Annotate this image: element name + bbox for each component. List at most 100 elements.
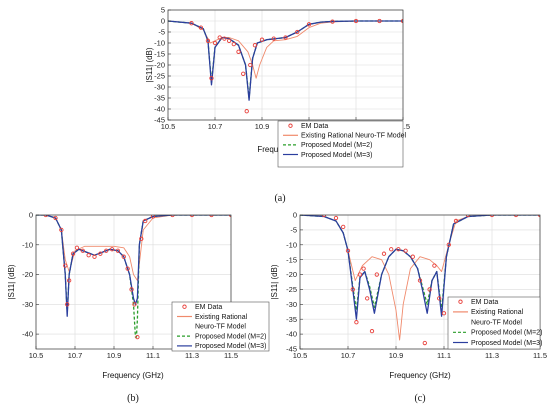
em-data-point	[417, 278, 423, 283]
em-data-point	[104, 248, 109, 253]
em-data-point	[441, 311, 447, 316]
em-data-point	[403, 248, 408, 253]
em-data-point	[377, 18, 382, 24]
em-data-point	[231, 41, 236, 47]
y-tick-label: 0	[161, 17, 165, 26]
em-data-point	[70, 251, 76, 256]
em-data-point	[98, 251, 103, 256]
y-tick-label: -20	[154, 61, 165, 70]
legend-swatch-em-data	[458, 299, 463, 304]
x-tick-label: 11.3	[485, 351, 499, 360]
legend-entry: Proposed Model (M=2)	[195, 333, 266, 340]
em-data-point	[125, 266, 130, 271]
y-tick-label: -25	[154, 72, 165, 81]
series-line-existing-rational-neuro-tf-model	[168, 20, 403, 79]
legend-entry: Proposed Model (M=3)	[301, 152, 372, 159]
legend: EM Data Existing Rational Neuro-TF Model Pr…	[447, 296, 542, 350]
x-tick-label: 10.7	[68, 351, 83, 360]
x-tick-label: 10.9	[107, 351, 122, 360]
y-tick-label: 0	[293, 211, 297, 220]
x-tick-label: 11.3	[185, 351, 199, 360]
legend-entry: Proposed Model (M=3)	[195, 343, 266, 350]
em-data-point	[217, 35, 222, 40]
em-data-point	[143, 218, 148, 224]
y-axis-label: |S11| (dB)	[7, 264, 16, 299]
x-tick-label: 10.5	[29, 351, 44, 360]
em-data-point	[283, 35, 288, 40]
series-group	[168, 18, 403, 114]
em-data-point	[115, 248, 121, 253]
em-data-point	[80, 248, 85, 253]
em-data-point	[357, 272, 363, 277]
y-tick-label: -45	[154, 116, 165, 125]
y-tick-label: -20	[22, 270, 33, 279]
em-data-point	[306, 22, 312, 27]
y-tick-label: 0	[29, 211, 33, 220]
legend-entry: EM Data	[471, 299, 498, 306]
x-tick-label: 10.5	[161, 122, 176, 131]
em-data-point	[422, 340, 427, 346]
legend-entry: Proposed Model (M=2)	[301, 142, 372, 149]
y-tick-label: -20	[286, 270, 297, 279]
legend-entry: Existing Rational	[195, 314, 248, 321]
em-data-point	[86, 253, 91, 258]
y-tick-label: -15	[154, 50, 165, 59]
series-group	[300, 215, 540, 346]
em-data-point	[389, 247, 394, 252]
y-tick-label: -25	[286, 285, 297, 294]
x-tick-label: 10.5	[293, 351, 308, 360]
panel-a: 10.510.710.911.111.311.550-5-10-15-20-25…	[145, 6, 410, 204]
em-data-point	[226, 38, 232, 43]
em-data-point	[129, 287, 134, 292]
em-data-point	[381, 251, 387, 256]
em-data-point	[198, 25, 204, 30]
legend-box	[171, 301, 270, 352]
panel-b: 10.5 10.7 10.9 11.1 11.3 11.5 0 -10 -20 -30 -40 Fre…	[7, 211, 270, 404]
em-data-point	[241, 71, 246, 76]
em-data-point	[330, 19, 335, 24]
y-tick-label: -40	[154, 105, 165, 114]
x-axis-label: Frequency (GHz)	[102, 371, 164, 380]
em-data-point	[365, 296, 370, 301]
y-tick-label: -5	[290, 225, 297, 234]
em-data-point	[374, 272, 379, 277]
em-data-point	[271, 36, 276, 41]
em-data-point	[427, 287, 432, 292]
y-tick-label: -45	[286, 345, 297, 354]
y-tick-label: -5	[158, 28, 165, 37]
em-data-point	[345, 248, 351, 253]
axes-frame	[299, 214, 541, 350]
x-tick-label: 10.9	[255, 122, 270, 131]
panel-c: 10.5 10.7 10.9 11.1 11.3 11.5 0 -5 -10 -15 -20 -25 -…	[270, 211, 547, 404]
em-data-point	[396, 247, 401, 252]
em-data-point	[222, 36, 227, 41]
y-axis-label: |S11| (dB)	[145, 47, 154, 82]
em-data-point	[354, 320, 359, 325]
axes-frame	[35, 214, 232, 350]
legend-entry: EM Data	[195, 304, 222, 311]
legend: EM Data Existing Rational Neuro-TF Model P…	[277, 120, 406, 168]
y-tick-label: -10	[286, 240, 297, 249]
legend-entry: Existing Rational	[471, 309, 524, 316]
em-data-point	[189, 21, 194, 26]
series-line-proposed-model-m-3-	[300, 215, 540, 320]
em-data-point	[259, 37, 265, 42]
em-data-point	[212, 40, 218, 46]
em-data-point	[350, 287, 355, 292]
em-data-point	[121, 254, 126, 259]
y-tick-label: -35	[154, 94, 165, 103]
em-data-point	[295, 29, 300, 35]
em-data-point	[252, 43, 258, 48]
em-data-point	[432, 263, 437, 268]
panel-caption: (a)	[274, 193, 285, 204]
em-data-point	[109, 247, 115, 252]
x-tick-label: 11.1	[146, 351, 160, 360]
legend-box	[277, 120, 404, 168]
em-data-point	[65, 302, 70, 307]
legend-entry: Neuro-TF Model	[471, 319, 522, 326]
y-tick-label: -30	[286, 300, 297, 309]
y-tick-label: 5	[161, 6, 165, 15]
x-tick-label: 11.1	[437, 351, 451, 360]
legend: EM Data Existing Rational Neuro-TF Model Pr…	[171, 301, 270, 352]
